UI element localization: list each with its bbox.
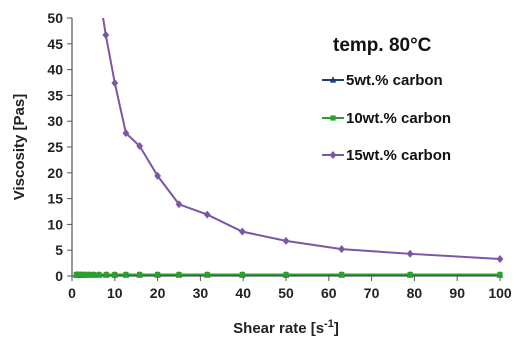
y-tick-label: 0: [55, 268, 63, 284]
data-point-series-2: [90, 271, 96, 278]
data-point-series-2: [137, 271, 143, 278]
data-point-series-2: [497, 271, 503, 278]
y-tick-label: 45: [47, 36, 63, 52]
x-tick-label: 0: [68, 285, 76, 301]
x-tick-label: 10: [107, 285, 123, 301]
x-tick-label: 20: [150, 285, 166, 301]
data-point-series-3: [338, 245, 346, 254]
data-point-series-3: [282, 236, 290, 245]
legend-label-2: 10wt.% carbon: [346, 110, 451, 127]
data-point-series-2: [96, 271, 102, 278]
x-tick-label: 60: [321, 285, 337, 301]
y-tick-label: 50: [47, 10, 63, 26]
data-point-series-3: [203, 210, 211, 219]
data-point-series-3: [102, 31, 110, 40]
data-point-series-2: [123, 271, 129, 278]
data-point-series-2: [283, 271, 289, 278]
y-tick-label: 10: [47, 216, 63, 232]
y-tick-label: 40: [47, 62, 63, 78]
x-tick-label: 100: [488, 285, 512, 301]
y-axis-title: Viscosity [Pas]: [11, 94, 28, 200]
data-point-series-3: [154, 171, 161, 180]
legend: 5wt.% carbon 10wt.% carbon 15wt.% carbon: [322, 72, 451, 164]
x-tick-label: 40: [235, 285, 251, 301]
legend-marker-3: [329, 151, 337, 159]
legend-label-3: 15wt.% carbon: [346, 147, 451, 164]
markers-layer: [73, 31, 504, 278]
x-tick-label: 70: [364, 285, 380, 301]
legend-marker-2: [330, 115, 336, 121]
axes: 0 5 10 15 20 25 30 35 40 45 50 0 10 20 30 40 50 60 70 80 90 1…: [47, 10, 511, 301]
data-point-series-3: [136, 141, 144, 150]
x-tick-label: 30: [193, 285, 209, 301]
data-point-series-2: [204, 271, 210, 278]
y-tick-label: 30: [47, 113, 63, 129]
data-point-series-3: [406, 249, 414, 258]
data-point-series-2: [112, 271, 118, 278]
y-tick-label: 5: [55, 242, 63, 258]
x-tick-label: 80: [407, 285, 423, 301]
series-layer: [76, 18, 500, 276]
x-tick-label: 90: [449, 285, 465, 301]
data-point-series-3: [238, 227, 246, 236]
series-line-3: [102, 18, 500, 260]
data-point-series-2: [103, 271, 109, 278]
y-tick-label: 25: [47, 139, 63, 155]
data-point-series-3: [175, 200, 183, 209]
chart-annotation: temp. 80°C: [333, 35, 432, 56]
data-point-series-2: [176, 271, 182, 278]
x-axis-title: Shear rate [s-1]: [233, 318, 339, 337]
data-point-series-2: [407, 271, 413, 278]
data-point-series-2: [86, 271, 92, 278]
y-tick-label: 15: [47, 191, 63, 207]
data-point-series-2: [155, 271, 161, 278]
data-point-series-2: [83, 271, 89, 278]
data-point-series-3: [111, 79, 119, 88]
y-tick-label: 20: [47, 165, 63, 181]
data-point-series-2: [80, 271, 86, 278]
data-point-series-2: [339, 271, 345, 278]
y-tick-label: 35: [47, 87, 63, 103]
data-point-series-3: [122, 129, 130, 138]
data-point-series-3: [496, 254, 504, 263]
legend-marker-1: [329, 76, 337, 83]
data-point-series-2: [239, 271, 245, 278]
x-axis-title-end: ]: [334, 320, 339, 337]
legend-label-1: 5wt.% carbon: [346, 72, 443, 89]
x-axis-title-sup: -1: [324, 318, 334, 330]
x-tick-label: 50: [278, 285, 294, 301]
